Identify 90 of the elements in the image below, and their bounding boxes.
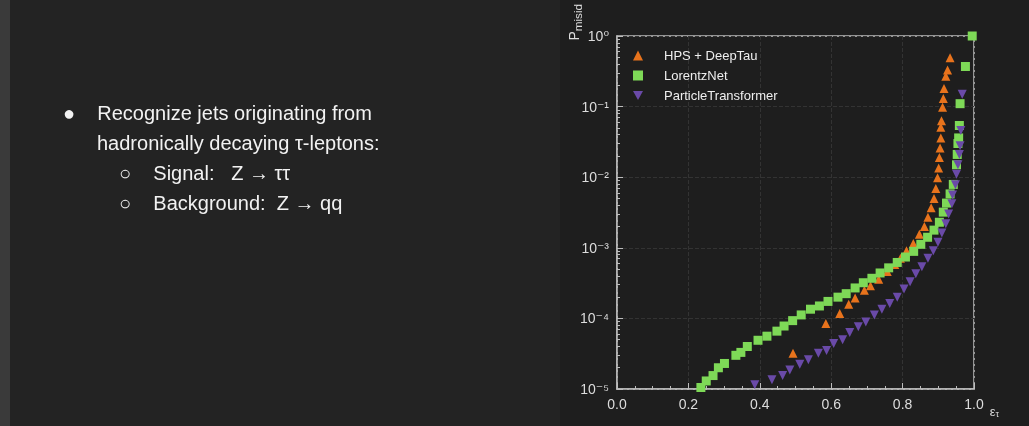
point: [762, 331, 772, 341]
point: [767, 375, 777, 385]
point: [750, 380, 760, 390]
point: [858, 278, 868, 288]
point: [845, 328, 855, 338]
text: ● Recognize jets originating from hadronically decaying τ-leptons:: [63, 102, 380, 154]
point: [926, 203, 936, 213]
point: [708, 371, 718, 381]
point: [947, 199, 957, 209]
point: [779, 321, 789, 331]
point: [933, 237, 943, 247]
point: [796, 310, 806, 320]
point: [833, 292, 843, 302]
y-tick-label: 10⁻⁵: [580, 381, 609, 397]
point: [955, 99, 965, 109]
point: [869, 310, 879, 320]
point: [914, 229, 924, 239]
y-tick-label: 10⁻¹: [581, 98, 610, 115]
point: [938, 102, 948, 112]
legend-label: LorentzNet: [664, 68, 728, 83]
point: [814, 301, 824, 311]
point: [865, 281, 875, 291]
point: [916, 239, 926, 249]
point: [967, 31, 977, 41]
x-tick-label: 0.4: [750, 396, 770, 412]
y-tick-label: 10⁻²: [581, 169, 610, 186]
point: [923, 253, 933, 263]
point: [934, 153, 944, 163]
point: [778, 371, 788, 381]
point: [822, 346, 832, 356]
point: [900, 252, 910, 262]
point: [785, 365, 795, 375]
point: [829, 339, 839, 349]
point: [736, 347, 746, 357]
point: [875, 268, 885, 278]
legend-label: ParticleTransformer: [664, 88, 779, 103]
x-tick-label: 0.6: [821, 396, 842, 412]
point: [813, 348, 823, 358]
point: [952, 169, 962, 179]
x-tick-label: 0.2: [678, 396, 699, 412]
x-tick-label: 0.0: [607, 396, 627, 412]
point: [911, 269, 921, 279]
point: [788, 316, 798, 326]
point: [772, 326, 782, 336]
legend-label: HPS + DeepTau: [664, 48, 758, 63]
y-tick-label: 10⁻⁴: [580, 310, 609, 327]
text: ○ Signal: Z → ττ: [119, 162, 291, 184]
point: [742, 341, 752, 351]
point: [844, 299, 854, 309]
point: [861, 317, 871, 327]
x-tick-label: 0.8: [892, 396, 913, 412]
point: [850, 283, 860, 293]
point: [919, 222, 929, 232]
point: [753, 335, 763, 345]
point: [821, 318, 831, 328]
point: [853, 322, 863, 332]
point: [941, 219, 951, 229]
point: [933, 173, 943, 183]
point: [939, 84, 949, 94]
point: [823, 296, 833, 306]
y-tick-label: 10⁻³: [581, 239, 610, 256]
point: [788, 348, 798, 358]
point: [929, 225, 939, 235]
point: [696, 383, 706, 392]
point: [841, 289, 851, 299]
point: [805, 304, 815, 314]
point: [885, 299, 895, 309]
text: ○ Background: Z → qq: [119, 192, 343, 214]
point: [838, 335, 848, 345]
x-axis-title: ετ: [989, 403, 1000, 419]
point: [917, 262, 927, 272]
point: [905, 277, 915, 287]
x-tick-label: 1.0: [964, 396, 984, 412]
point: [719, 358, 729, 368]
point: [701, 376, 711, 386]
point: [931, 184, 941, 194]
point: [938, 94, 948, 104]
point: [867, 273, 877, 283]
point: [928, 246, 938, 256]
point: [929, 193, 939, 203]
point: [909, 246, 919, 256]
point: [954, 133, 964, 143]
point: [960, 61, 970, 71]
point: [899, 284, 909, 294]
point: [884, 263, 894, 273]
point: [923, 232, 933, 242]
point: [923, 212, 933, 222]
point: [803, 355, 813, 365]
point: [937, 116, 947, 126]
y-tick-label: 10⁰: [587, 28, 610, 44]
